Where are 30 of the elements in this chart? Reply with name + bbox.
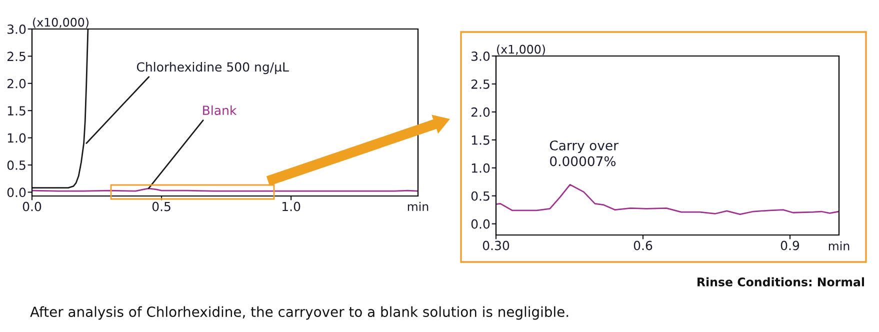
x-axis-title: min (408, 202, 428, 211)
y-axis-title: (x1,000) (497, 44, 545, 56)
x-tick-label: 1.0 (282, 202, 300, 212)
text: Chlorhexidine 500 ng/µL (136, 62, 289, 74)
y-tick-label: 2.5 (7, 52, 26, 62)
y-tick-label: 3.0 (8, 24, 26, 34)
y-tick-label: 1.0 (472, 163, 490, 173)
y-tick-label: 0.0 (471, 219, 490, 229)
annotation: Carry over 0.00007% (550, 140, 619, 166)
text: Blank (203, 105, 237, 116)
x-axis-title: min (828, 241, 850, 250)
y-tick-label: 2.0 (7, 78, 26, 88)
x-tick-label: 0.30 (482, 240, 510, 250)
y-axis-title: (x10,000) (33, 18, 88, 28)
y-tick-label: 2.5 (471, 79, 490, 89)
y-tick-label: 0.5 (471, 191, 490, 201)
y-tick-label: 3.0 (472, 51, 490, 61)
line-series (496, 184, 839, 215)
text: After analysis of Chlorhexidine, the carryover to a blank solution is negligible. (30, 306, 568, 320)
x-tick-label: 0.0 (22, 202, 42, 212)
y-tick-label: 0.5 (7, 160, 26, 170)
text: Rinse Conditions: Normal (698, 277, 864, 286)
y-tick-label: 1.5 (8, 106, 26, 116)
x-tick-label: 0.6 (634, 240, 652, 250)
x-tick-label: 0.9 (780, 240, 800, 250)
y-tick-label: 2.0 (471, 107, 490, 117)
x-tick-label: 0.5 (152, 202, 170, 212)
y-tick-label: 1.0 (8, 133, 26, 143)
y-tick-label: 1.5 (472, 136, 490, 145)
y-tick-label: 0.0 (7, 188, 26, 198)
